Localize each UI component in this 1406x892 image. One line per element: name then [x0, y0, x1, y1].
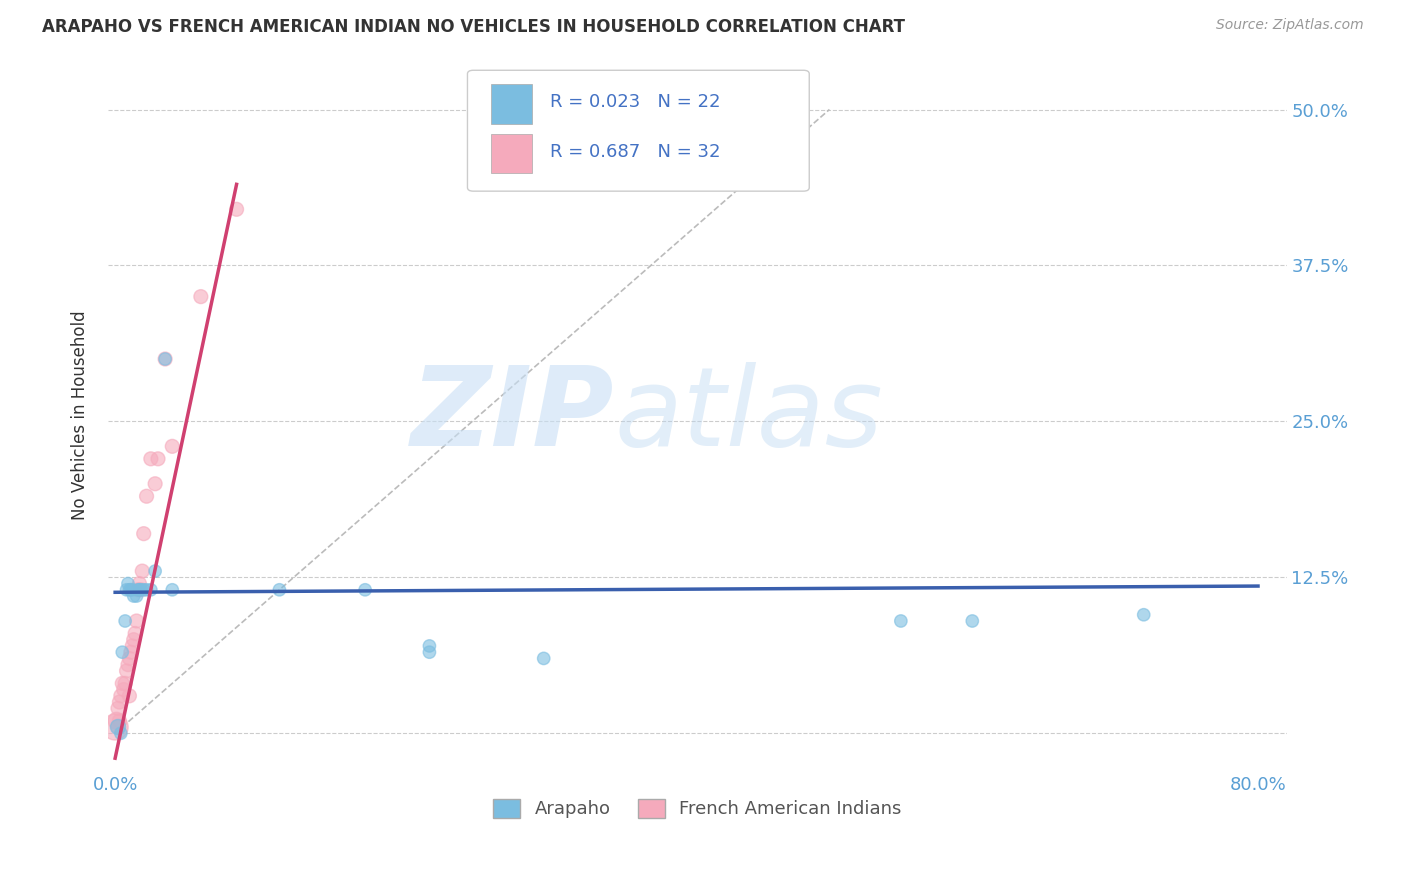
Point — [118, 689, 141, 703]
Point — [111, 676, 134, 690]
Point — [153, 351, 176, 366]
Point — [122, 589, 145, 603]
Point — [146, 451, 169, 466]
Text: R = 0.687   N = 32: R = 0.687 N = 32 — [550, 143, 720, 161]
Point — [1132, 607, 1154, 622]
Point — [104, 720, 127, 734]
Point — [135, 489, 157, 503]
Point — [111, 645, 134, 659]
Point — [121, 582, 143, 597]
Point — [118, 651, 141, 665]
Bar — [491, 85, 533, 124]
Point — [125, 614, 148, 628]
Point — [135, 582, 157, 597]
Point — [418, 645, 440, 659]
Point — [120, 582, 142, 597]
Point — [132, 526, 155, 541]
Text: R = 0.023   N = 22: R = 0.023 N = 22 — [550, 94, 720, 112]
Point — [127, 582, 149, 597]
Point — [112, 682, 135, 697]
Point — [107, 720, 129, 734]
Point — [107, 701, 129, 715]
Point — [131, 564, 153, 578]
Point — [120, 645, 142, 659]
Point — [118, 582, 141, 597]
Point — [107, 720, 129, 734]
Point — [143, 564, 166, 578]
Point — [162, 582, 184, 597]
Point — [533, 651, 555, 665]
Point — [153, 351, 176, 366]
Point — [115, 582, 138, 597]
Point — [418, 639, 440, 653]
Bar — [491, 135, 533, 173]
Point — [139, 451, 162, 466]
Point — [128, 576, 150, 591]
Point — [354, 582, 377, 597]
Point — [129, 582, 152, 597]
Point — [105, 714, 128, 728]
Point — [117, 576, 139, 591]
Y-axis label: No Vehicles in Household: No Vehicles in Household — [72, 310, 89, 520]
Point — [129, 582, 152, 597]
Point — [121, 639, 143, 653]
Point — [110, 726, 132, 740]
Point — [139, 582, 162, 597]
Point — [108, 714, 131, 728]
Point — [117, 657, 139, 672]
Point — [124, 626, 146, 640]
Point — [132, 582, 155, 597]
Point — [125, 589, 148, 603]
Point — [962, 614, 984, 628]
Point — [114, 676, 136, 690]
Point — [269, 582, 291, 597]
Point — [143, 476, 166, 491]
Legend: Arapaho, French American Indians: Arapaho, French American Indians — [486, 792, 908, 826]
Point — [225, 202, 247, 217]
Point — [190, 290, 212, 304]
Text: Source: ZipAtlas.com: Source: ZipAtlas.com — [1216, 18, 1364, 32]
Point — [162, 439, 184, 453]
Point — [128, 582, 150, 597]
Text: ARAPAHO VS FRENCH AMERICAN INDIAN NO VEHICLES IN HOUSEHOLD CORRELATION CHART: ARAPAHO VS FRENCH AMERICAN INDIAN NO VEH… — [42, 18, 905, 36]
Point — [114, 614, 136, 628]
Text: ZIP: ZIP — [412, 361, 614, 468]
Point — [115, 664, 138, 678]
Point — [127, 582, 149, 597]
Point — [110, 689, 132, 703]
Text: atlas: atlas — [614, 361, 883, 468]
Point — [890, 614, 912, 628]
Point — [122, 632, 145, 647]
FancyBboxPatch shape — [467, 70, 810, 191]
Point — [108, 695, 131, 709]
